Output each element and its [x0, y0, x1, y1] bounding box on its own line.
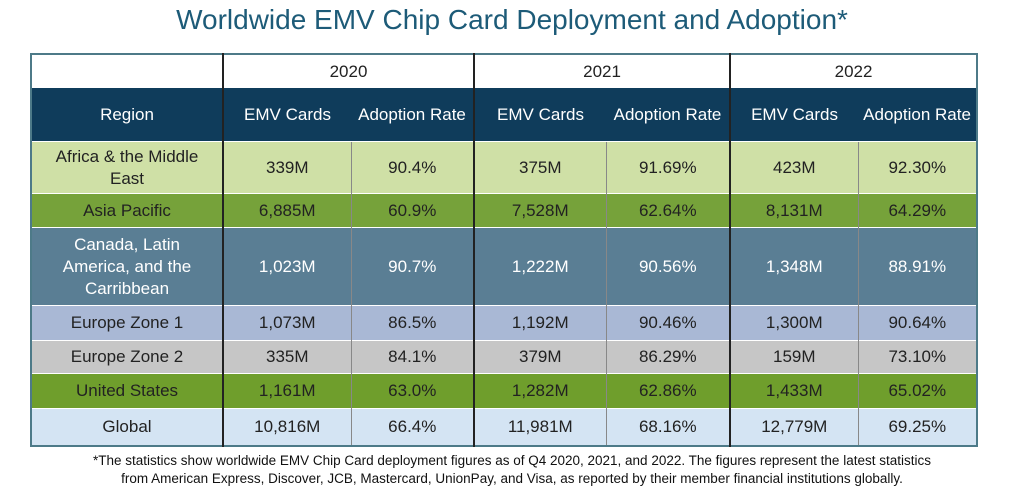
adoption-rate-cell: 90.7%	[350, 227, 475, 306]
footnote: *The statistics show worldwide EMV Chip …	[0, 452, 1024, 488]
adoption-rate-cell: 65.02%	[857, 373, 978, 409]
emv-cards-cell: 335M	[222, 340, 351, 374]
emv-cards-header: EMV Cards	[729, 88, 859, 142]
adoption-rate-cell: 86.29%	[605, 340, 731, 374]
emv-cards-header: EMV Cards	[473, 88, 607, 142]
year-row: 2020 2021 2022	[31, 54, 978, 88]
adoption-rate-header: Adoption Rate	[351, 88, 475, 142]
emv-cards-cell: 1,192M	[473, 305, 607, 341]
adoption-rate-cell: 88.91%	[857, 227, 978, 306]
region-cell: Asia Pacific	[31, 193, 223, 228]
adoption-rate-cell: 64.29%	[857, 193, 978, 228]
adoption-rate-cell: 63.0%	[350, 373, 475, 409]
adoption-rate-cell: 91.69%	[605, 141, 731, 194]
adoption-rate-cell: 90.64%	[857, 305, 978, 341]
adoption-rate-cell: 66.4%	[350, 408, 475, 446]
emv-cards-cell: 7,528M	[473, 193, 607, 228]
table-row: Canada, Latin America, and the Carribbea…	[31, 227, 978, 306]
footnote-line-2: from American Express, Discover, JCB, Ma…	[121, 471, 903, 486]
emv-cards-cell: 8,131M	[729, 193, 859, 228]
year-2021: 2021	[473, 54, 731, 88]
header-row: Region EMV Cards Adoption Rate EMV Cards…	[31, 88, 978, 142]
region-cell: Europe Zone 2	[31, 340, 223, 374]
emv-cards-cell: 159M	[729, 340, 859, 374]
emv-cards-cell: 1,222M	[473, 227, 607, 306]
adoption-rate-cell: 69.25%	[857, 408, 978, 446]
table-row: United States 1,161M 63.0% 1,282M 62.86% 1,43…	[31, 373, 978, 409]
blank-cell	[31, 54, 223, 88]
emv-cards-cell: 12,779M	[729, 408, 859, 446]
table-row: Europe Zone 2 335M 84.1% 379M 86.29% 159M 73.1…	[31, 340, 978, 374]
table-row: Africa & the Middle East 339M 90.4% 375M 91.…	[31, 141, 978, 194]
table-row: Europe Zone 1 1,073M 86.5% 1,192M 90.46% 1,30…	[31, 305, 978, 341]
year-2022: 2022	[729, 54, 978, 88]
region-cell: Europe Zone 1	[31, 305, 223, 341]
emv-cards-cell: 1,023M	[222, 227, 351, 306]
footnote-line-1: *The statistics show worldwide EMV Chip …	[93, 453, 931, 468]
adoption-rate-header: Adoption Rate	[606, 88, 731, 142]
emv-cards-cell: 1,300M	[729, 305, 859, 341]
emv-cards-cell: 1,348M	[729, 227, 859, 306]
emv-cards-cell: 339M	[222, 141, 351, 194]
adoption-rate-cell: 90.56%	[605, 227, 731, 306]
adoption-rate-cell: 68.16%	[605, 408, 731, 446]
emv-table: 2020 2021 2022 Region EMV Cards Adoption…	[30, 53, 979, 447]
table-row: Global 10,816M 66.4% 11,981M 68.16% 12,779M 69…	[31, 408, 978, 446]
emv-cards-cell: 1,161M	[222, 373, 351, 409]
emv-cards-cell: 6,885M	[222, 193, 351, 228]
adoption-rate-cell: 60.9%	[350, 193, 475, 228]
adoption-rate-cell: 62.86%	[605, 373, 731, 409]
adoption-rate-header: Adoption Rate	[858, 88, 978, 142]
adoption-rate-cell: 62.64%	[605, 193, 731, 228]
region-header: Region	[31, 88, 223, 142]
region-cell: Africa & the Middle East	[31, 141, 223, 194]
page-title: Worldwide EMV Chip Card Deployment and A…	[176, 4, 848, 35]
emv-cards-cell: 1,073M	[222, 305, 351, 341]
emv-cards-header: EMV Cards	[222, 88, 351, 142]
emv-cards-cell: 1,433M	[729, 373, 859, 409]
emv-cards-cell: 10,816M	[222, 408, 351, 446]
emv-cards-cell: 11,981M	[473, 408, 607, 446]
emv-cards-cell: 379M	[473, 340, 607, 374]
emv-cards-cell: 423M	[729, 141, 859, 194]
adoption-rate-cell: 84.1%	[350, 340, 475, 374]
region-cell: United States	[31, 373, 223, 409]
emv-cards-cell: 375M	[473, 141, 607, 194]
adoption-rate-cell: 86.5%	[350, 305, 475, 341]
adoption-rate-cell: 73.10%	[857, 340, 978, 374]
region-cell: Global	[31, 408, 223, 446]
emv-cards-cell: 1,282M	[473, 373, 607, 409]
adoption-rate-cell: 90.4%	[350, 141, 475, 194]
adoption-rate-cell: 90.46%	[605, 305, 731, 341]
year-2020: 2020	[221, 54, 475, 88]
table-row: Asia Pacific 6,885M 60.9% 7,528M 62.64% 8,131…	[31, 193, 978, 228]
adoption-rate-cell: 92.30%	[857, 141, 978, 194]
region-cell: Canada, Latin America, and the Carribbea…	[31, 227, 223, 306]
